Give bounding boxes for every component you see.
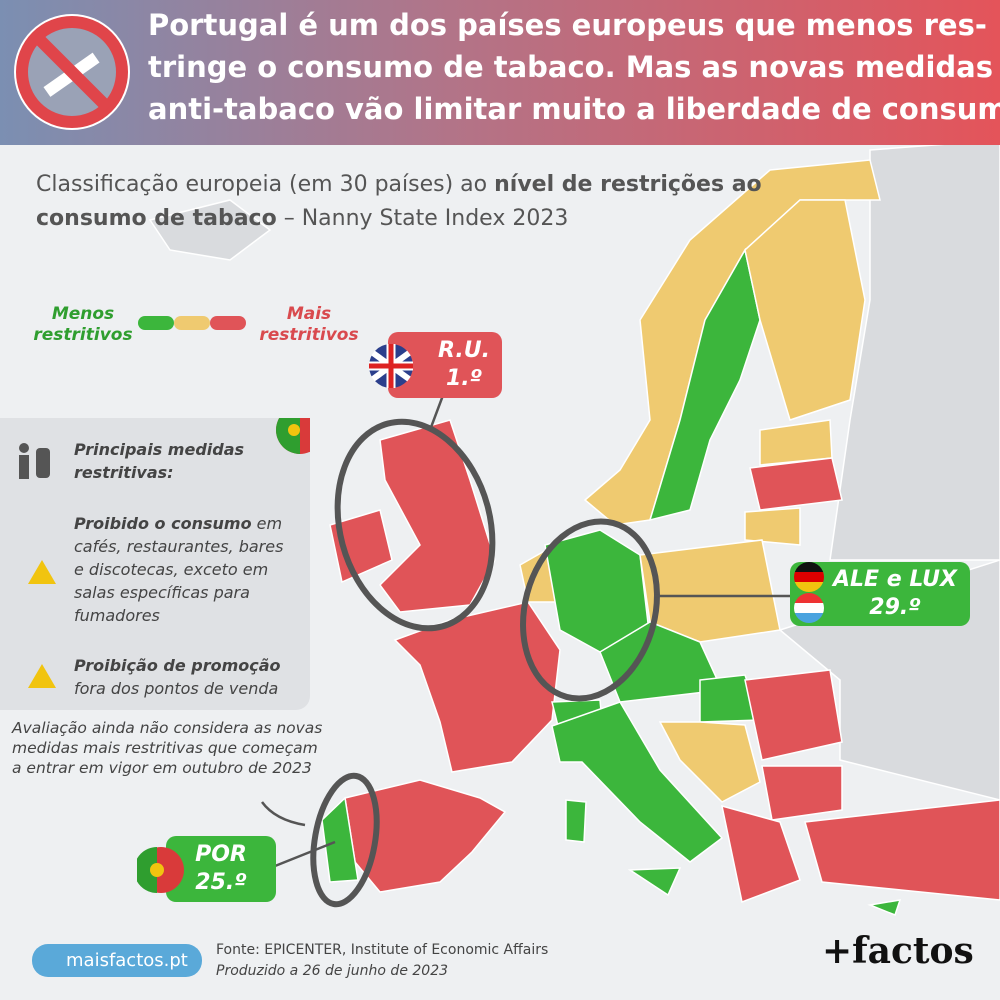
country-red	[329, 509, 393, 584]
panel-item-bold: Proibido o consumo	[74, 514, 252, 533]
country-yellow	[639, 539, 781, 643]
source-line: Fonte: EPICENTER, Institute of Economic …	[216, 942, 549, 958]
country-green	[627, 867, 682, 897]
panel-item-text: fora dos pontos de venda	[74, 679, 279, 698]
callout-rank: 1.º	[445, 366, 483, 391]
country-green	[565, 799, 587, 843]
country-green	[867, 899, 902, 916]
country-yellow	[658, 721, 761, 803]
title-line: tringe o consumo de tabaco. Mas as novas…	[148, 50, 993, 84]
legend-swatch	[138, 316, 174, 330]
land-gray	[148, 199, 272, 261]
country-red	[749, 457, 843, 511]
flag-pt-green	[276, 418, 300, 454]
flag-pt	[137, 847, 184, 893]
callout-rank: 25.º	[195, 870, 247, 895]
note: Avaliação ainda não considera as novas m…	[12, 719, 323, 777]
subtitle-bold: nível de restrições ao consumo de tabaco	[36, 172, 762, 231]
callout-pt: POR 25.º	[166, 836, 276, 902]
country-green	[321, 796, 359, 883]
country-red	[393, 601, 561, 773]
title-line: anti-tabaco vão limitar muito a liberdad…	[148, 92, 1000, 126]
country-green	[551, 701, 724, 863]
title-line: Portugal é um dos países europeus que me…	[148, 8, 987, 42]
country-yellow	[744, 199, 866, 421]
measures-panel: Principais medidas restritivas: Proibido…	[0, 418, 310, 710]
country-green	[599, 621, 724, 703]
connector	[274, 840, 336, 868]
country-red	[344, 779, 507, 893]
callout-country: POR	[195, 842, 247, 867]
country-red	[744, 669, 843, 761]
country-red	[761, 765, 843, 821]
legend-less: Menos restritivos	[33, 304, 133, 345]
panel-icons	[19, 418, 310, 688]
country-red	[804, 799, 1000, 901]
highlight-circle	[520, 518, 660, 702]
country-yellow	[744, 507, 801, 546]
flag-uk	[369, 344, 413, 388]
header: Portugal é um dos países europeus que me…	[0, 0, 1000, 145]
highlight-circle	[310, 772, 380, 908]
panel-item-text: em cafés, restaurantes, bares e discotec…	[74, 514, 284, 625]
icon-slash	[31, 31, 113, 113]
flags-de-lu	[794, 562, 824, 623]
site-link[interactable]: maisfactos.pt	[32, 944, 202, 977]
legend-swatch	[174, 316, 210, 330]
country-red	[721, 804, 801, 904]
note-arrow	[260, 801, 306, 827]
panel-item-bold: Proibição de promoção	[74, 656, 281, 675]
callout-country: R.U.	[438, 338, 490, 363]
callout-rank: 29.º	[869, 595, 921, 620]
source: Fonte: EPICENTER, Institute of Economic …	[216, 940, 548, 982]
panel-title: Principais medidas restritivas:	[74, 440, 245, 482]
people-icon	[19, 443, 50, 479]
panel-item: Proibido o consumo em cafés, restaurante…	[74, 512, 294, 627]
no-smoking-icon	[14, 14, 130, 130]
legend-more: Mais restritivos	[259, 304, 359, 345]
highlight-circle	[334, 418, 496, 632]
warning-icon	[28, 664, 56, 688]
subtitle: Classificação europeia (em 30 países) ao…	[36, 168, 826, 236]
land-gray	[829, 139, 1000, 561]
subtitle-text: Classificação europeia (em 30 países) ao	[36, 172, 495, 197]
country-yellow	[759, 419, 833, 466]
flag-pt-shield	[288, 424, 300, 436]
produced-line: Produzido a 26 de junho de 2023	[216, 963, 449, 979]
country-red	[379, 419, 496, 613]
subtitle-text: – Nanny State Index 2023	[276, 206, 569, 231]
panel-item: Proibição de promoção fora dos pontos de…	[74, 654, 304, 700]
warning-icon	[28, 560, 56, 584]
logo: +factos	[822, 930, 974, 972]
legend-swatch	[210, 316, 246, 330]
callout-country: ALE e LUX	[833, 567, 957, 592]
